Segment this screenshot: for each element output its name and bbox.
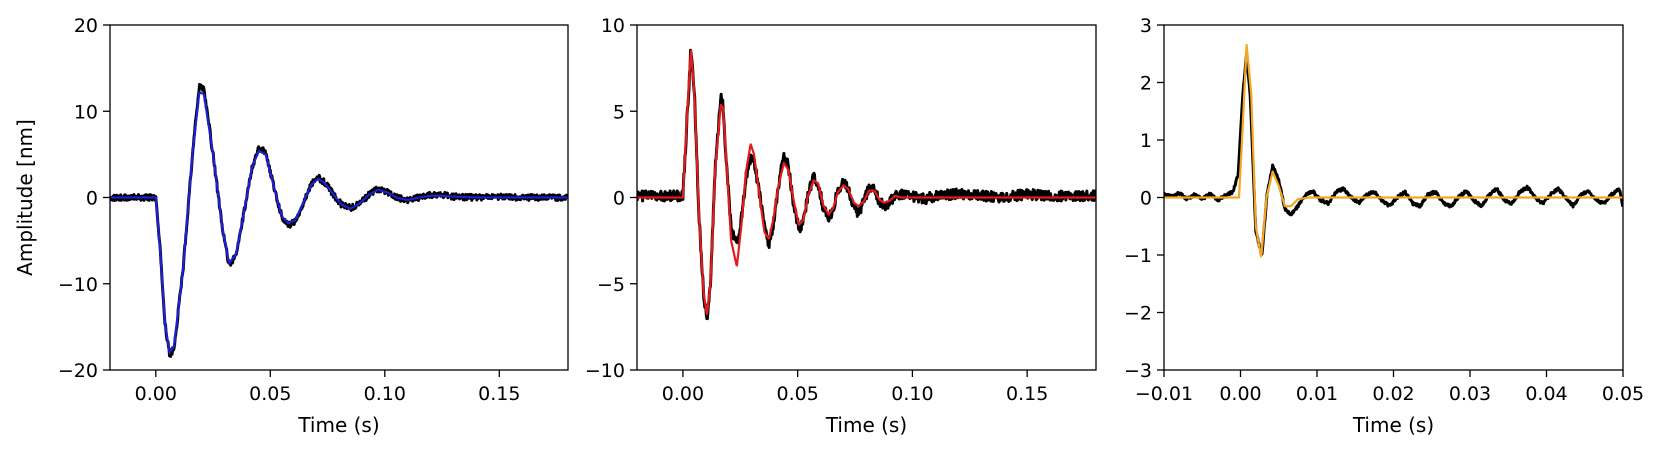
panel-right-x-tick-label: −0.01: [1135, 383, 1193, 405]
panel-right-x-axis-label: Time (s): [1352, 413, 1434, 437]
panel-left-x-tick-label: 0.00: [135, 383, 177, 405]
panel-right-x-tick-label: 0.01: [1296, 383, 1338, 405]
panel-left-y-tick-label: 0: [86, 188, 98, 210]
panel-left-ticks: 0.00 0.05 0.10 0.15 −20 −10 0 10 20: [58, 15, 521, 405]
panel-right-x-tick-label: 0.02: [1372, 383, 1414, 405]
panel-middle-series-1-line: [637, 49, 1096, 316]
panel-left-y-tick-label: 10: [74, 101, 98, 123]
panel-middle: 0.00 0.05 0.10 0.15 −10 −5 0 5 10 Time (s): [585, 15, 1097, 437]
panel-right-plot-lines: [1164, 44, 1623, 258]
panel-left-x-tick-label: 0.10: [364, 383, 406, 405]
panel-right-x-tick-label: 0.03: [1449, 383, 1491, 405]
panel-right-y-tick-label: 0: [1140, 188, 1152, 210]
panel-middle-y-tick-label: 0: [613, 188, 625, 210]
panel-right: −0.01 0.00 0.01 0.02 0.03 0.04 0.05−3−2−10123 …: [1124, 15, 1644, 437]
panel-left: 0.00 0.05 0.10 0.15 −20 −10 0 10 20 Time (s) Amp…: [13, 15, 569, 437]
panel-left-x-tick-label: 0.05: [249, 383, 291, 405]
panel-right-y-tick-label: −3: [1124, 360, 1152, 382]
panel-middle-y-tick-label: 5: [613, 101, 625, 123]
panel-middle-x-axis-label: Time (s): [825, 413, 907, 437]
panel-right-x-tick-label: 0.05: [1602, 383, 1644, 405]
panel-middle-x-tick-label: 0.05: [776, 383, 818, 405]
panel-middle-y-tick-label: 10: [601, 15, 625, 37]
panel-right-y-tick-label: −1: [1124, 245, 1152, 267]
panel-right-y-tick-label: 2: [1140, 73, 1152, 95]
panel-middle-x-tick-label: 0.00: [662, 383, 704, 405]
panel-middle-x-tick-label: 0.10: [891, 383, 933, 405]
panel-right-series-0-line: [1164, 51, 1623, 256]
panel-middle-y-tick-label: −10: [585, 360, 625, 382]
panel-middle-x-tick-label: 0.15: [1006, 383, 1048, 405]
panel-left-y-tick-label: −10: [58, 274, 98, 296]
panel-left-y-tick-label: −20: [58, 360, 98, 382]
panel-right-y-tick-label: 1: [1140, 130, 1152, 152]
panel-right-ticks: −0.01 0.00 0.01 0.02 0.03 0.04 0.05 −3 −2 −1 0 1 2 3: [1124, 15, 1644, 405]
panel-left-series-1-line: [110, 91, 568, 354]
panel-left-x-axis-label: Time (s): [297, 413, 379, 437]
panel-right-series-1-line: [1164, 44, 1623, 258]
panel-middle-y-tick-label: −5: [597, 274, 625, 296]
panel-middle-plot-lines: [637, 48, 1096, 321]
panel-middle-series-0-line: [637, 48, 1096, 321]
panel-left-x-tick-label: 0.15: [478, 383, 520, 405]
panel-right-x-tick-label: 0.04: [1525, 383, 1567, 405]
panel-middle-ticks: 0.00 0.05 0.10 0.15 −10 −5 0 5 10: [585, 15, 1048, 405]
panel-left-y-axis-label: Amplitude [nm]: [13, 119, 37, 276]
panel-left-y-tick-label: 20: [74, 15, 98, 37]
panel-right-y-tick-label: 3: [1140, 15, 1152, 37]
panel-left-plot-lines: [110, 82, 568, 358]
panel-right-y-tick-label: −2: [1124, 303, 1152, 325]
panel-right-x-tick-label: 0.00: [1219, 383, 1261, 405]
